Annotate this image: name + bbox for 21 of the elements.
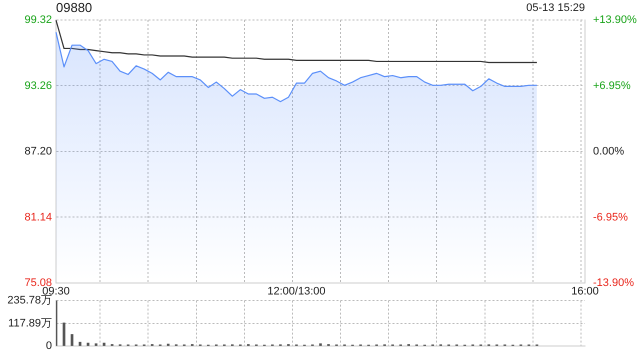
y-tick-label: 93.26 xyxy=(24,80,52,92)
bar xyxy=(78,342,82,346)
y-tick-label: 0 xyxy=(46,340,52,352)
y-tick-label: 87.20 xyxy=(24,146,52,158)
x-tick-label: 12:00/13:00 xyxy=(267,286,326,298)
bar xyxy=(70,334,74,346)
y2-tick-label: +13.90% xyxy=(593,14,637,26)
bar xyxy=(94,343,98,346)
y2-tick-label: -6.95% xyxy=(593,211,628,224)
chart-subtitle: 05-13 15:29 xyxy=(526,2,585,14)
bar xyxy=(86,342,90,346)
chart-title: 09880 xyxy=(56,0,92,15)
bar xyxy=(102,342,106,346)
y2-tick-label: 0.00% xyxy=(593,146,624,158)
y-tick-label: 99.32 xyxy=(24,14,52,26)
x-tick-label: 16:00 xyxy=(571,286,599,298)
y-tick-label: 81.14 xyxy=(24,211,52,224)
y2-tick-label: +6.95% xyxy=(593,80,631,92)
bar xyxy=(319,343,322,346)
y-tick-label: 117.89万 xyxy=(8,317,52,330)
bar xyxy=(62,322,66,346)
